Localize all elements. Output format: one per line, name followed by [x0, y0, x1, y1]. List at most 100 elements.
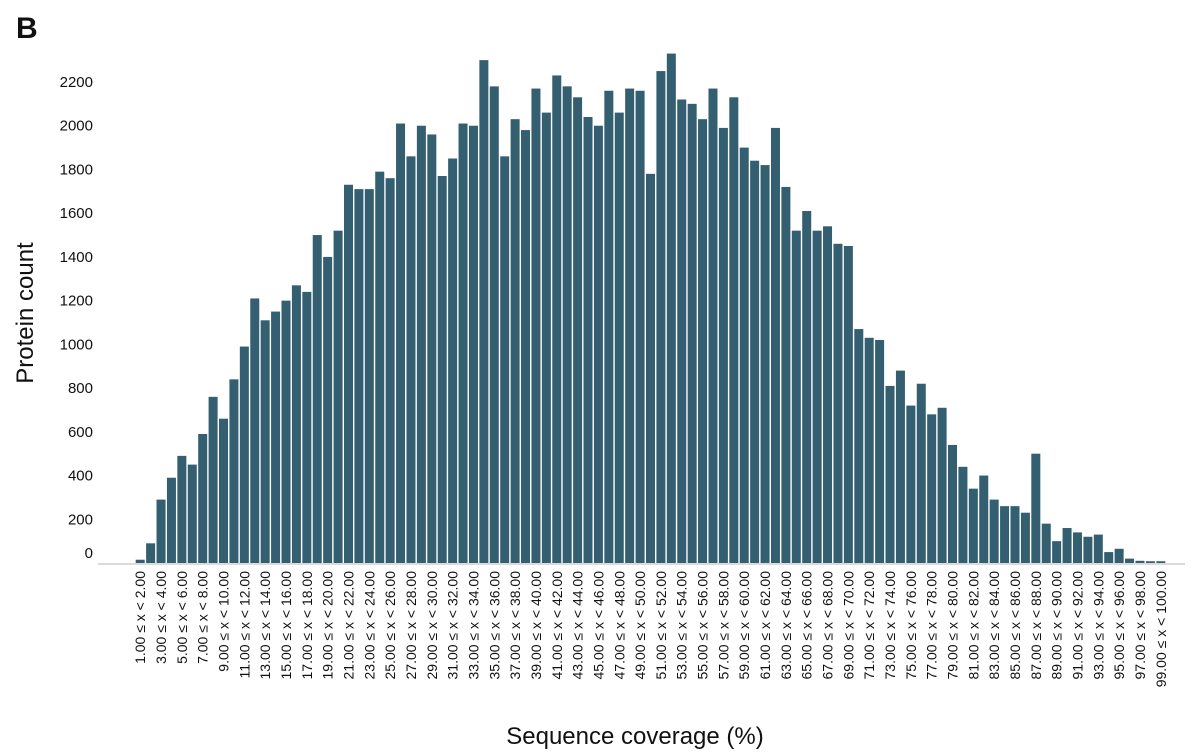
bar-5 — [177, 455, 187, 563]
bar-92 — [1083, 536, 1093, 563]
x-tick-label: 25.00 ≤ x < 26.00 — [382, 571, 398, 680]
y-tick-label: 800 — [68, 380, 93, 397]
x-tick-label: 17.00 ≤ x < 18.00 — [299, 571, 315, 680]
y-tick-label: 400 — [68, 468, 93, 485]
bar-90 — [1062, 528, 1072, 563]
x-tick-label: 69.00 ≤ x < 70.00 — [840, 571, 856, 680]
bar-10 — [229, 379, 239, 563]
bar-62 — [770, 127, 780, 563]
bar-27 — [406, 156, 416, 563]
bar-96 — [1125, 558, 1135, 563]
bar-59 — [739, 147, 749, 563]
bar-85 — [1010, 506, 1020, 563]
x-tick-label: 23.00 ≤ x < 24.00 — [361, 571, 377, 680]
y-tick-label: 600 — [68, 424, 93, 441]
bar-48 — [625, 88, 635, 563]
bar-68 — [833, 243, 843, 564]
x-tick-label: 15.00 ≤ x < 16.00 — [278, 571, 294, 680]
bar-77 — [927, 414, 937, 563]
bar-75 — [906, 405, 916, 563]
bar-34 — [479, 60, 489, 563]
x-tick-label: 5.00 ≤ x < 6.00 — [174, 571, 190, 664]
bar-30 — [437, 176, 447, 563]
x-tick-label: 49.00 ≤ x < 50.00 — [632, 571, 648, 680]
x-tick-label: 83.00 ≤ x < 84.00 — [986, 571, 1002, 680]
bar-13 — [260, 320, 270, 563]
bar-79 — [948, 444, 958, 563]
x-tick-label: 29.00 ≤ x < 30.00 — [424, 571, 440, 680]
x-tick-label: 73.00 ≤ x < 74.00 — [882, 571, 898, 680]
bar-2 — [146, 543, 156, 563]
bar-31 — [448, 158, 458, 563]
bar-35 — [489, 86, 499, 564]
bar-74 — [895, 370, 905, 563]
x-tick-label: 81.00 ≤ x < 82.00 — [965, 571, 981, 680]
bar-26 — [396, 123, 406, 563]
bar-44 — [583, 116, 593, 563]
x-tick-label: 37.00 ≤ x < 38.00 — [507, 571, 523, 680]
bar-14 — [271, 311, 281, 563]
x-tick-label: 97.00 ≤ x < 98.00 — [1132, 571, 1148, 680]
x-axis-ticks: 1.00 ≤ x < 2.00 3.00 ≤ x < 4.00 5.00 ≤ x <… — [132, 571, 1169, 687]
x-tick-label: 53.00 ≤ x < 54.00 — [674, 571, 690, 680]
bar-99 — [1156, 561, 1166, 563]
y-tick-label: 1200 — [60, 293, 93, 310]
bar-71 — [864, 337, 874, 563]
bar-43 — [573, 97, 583, 564]
bar-47 — [614, 112, 624, 564]
bar-3 — [156, 499, 166, 563]
bar-32 — [458, 123, 468, 563]
x-tick-label: 75.00 ≤ x < 76.00 — [903, 571, 919, 680]
x-tick-label: 39.00 ≤ x < 40.00 — [528, 571, 544, 680]
bar-78 — [937, 407, 947, 563]
bar-12 — [250, 298, 260, 563]
bar-84 — [1000, 506, 1010, 563]
bar-80 — [958, 466, 968, 563]
bar-76 — [916, 383, 926, 563]
bar-81 — [968, 488, 978, 563]
bar-61 — [760, 165, 770, 563]
x-tick-label: 95.00 ≤ x < 96.00 — [1111, 571, 1127, 680]
x-tick-label: 91.00 ≤ x < 92.00 — [1069, 571, 1085, 680]
x-tick-label: 1.00 ≤ x < 2.00 — [132, 571, 148, 664]
bar-22 — [354, 189, 364, 563]
bar-97 — [1135, 560, 1145, 563]
bar-89 — [1052, 541, 1062, 563]
x-tick-label: 41.00 ≤ x < 42.00 — [549, 571, 565, 680]
bar-1 — [135, 559, 145, 563]
bar-9 — [219, 418, 229, 563]
bar-63 — [781, 186, 791, 563]
bar-24 — [375, 171, 385, 563]
bar-16 — [291, 285, 301, 563]
bar-42 — [562, 86, 572, 564]
bar-36 — [500, 156, 510, 563]
bar-20 — [333, 230, 343, 564]
y-tick-label: 1600 — [60, 205, 93, 222]
bar-25 — [385, 178, 395, 563]
bar-50 — [645, 173, 655, 563]
bar-21 — [343, 184, 353, 563]
x-tick-label: 21.00 ≤ x < 22.00 — [340, 571, 356, 680]
x-tick-label: 93.00 ≤ x < 94.00 — [1090, 571, 1106, 680]
x-tick-label: 51.00 ≤ x < 52.00 — [653, 571, 669, 680]
bar-88 — [1041, 523, 1051, 563]
bar-51 — [656, 71, 666, 563]
x-tick-label: 87.00 ≤ x < 88.00 — [1028, 571, 1044, 680]
x-axis-title: Sequence coverage (%) — [506, 723, 763, 750]
bar-65 — [802, 211, 812, 563]
bar-11 — [239, 346, 249, 563]
bars-group — [135, 53, 1166, 564]
bar-72 — [875, 339, 885, 563]
bar-91 — [1072, 532, 1082, 563]
bar-45 — [593, 125, 603, 563]
x-tick-label: 31.00 ≤ x < 32.00 — [445, 571, 461, 680]
x-tick-label: 79.00 ≤ x < 80.00 — [945, 571, 961, 680]
bar-67 — [823, 226, 833, 564]
x-tick-label: 55.00 ≤ x < 56.00 — [695, 571, 711, 680]
bar-6 — [187, 464, 197, 563]
x-tick-label: 13.00 ≤ x < 14.00 — [257, 571, 273, 680]
x-tick-label: 85.00 ≤ x < 86.00 — [1007, 571, 1023, 680]
x-tick-label: 89.00 ≤ x < 90.00 — [1049, 571, 1065, 680]
bar-33 — [468, 125, 478, 563]
